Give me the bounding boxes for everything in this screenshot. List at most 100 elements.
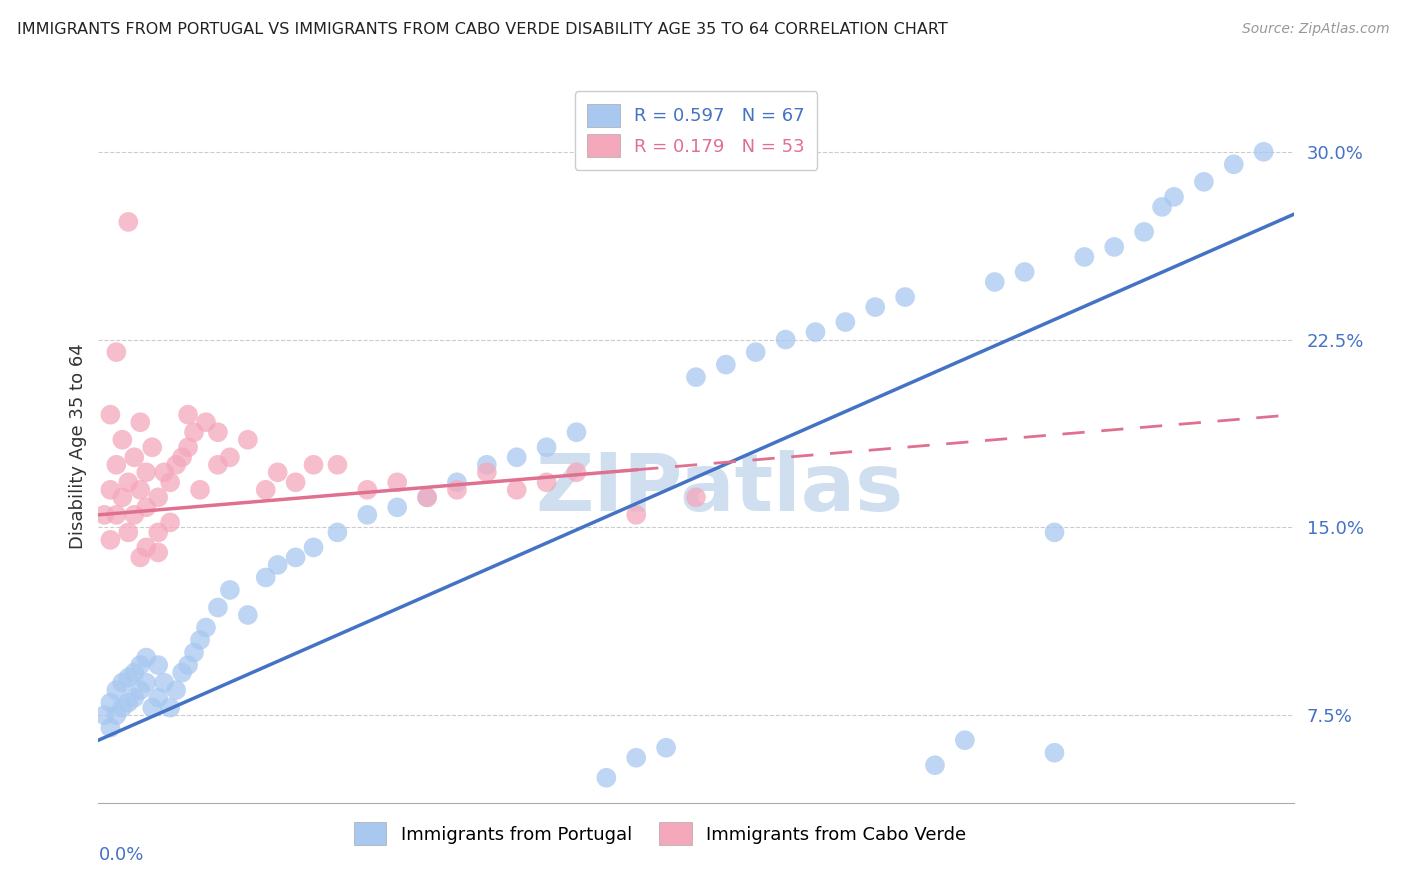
Point — [129, 415, 152, 429]
Point — [129, 483, 152, 497]
Point — [565, 465, 588, 479]
Point — [475, 465, 498, 479]
Point — [165, 683, 187, 698]
Point — [129, 683, 152, 698]
Point — [177, 440, 200, 454]
Point — [219, 450, 242, 465]
Point — [159, 475, 181, 490]
Point — [894, 290, 917, 304]
Point — [326, 525, 349, 540]
Point — [506, 450, 529, 465]
Point — [117, 475, 139, 490]
Point — [195, 415, 218, 429]
Point — [536, 475, 558, 490]
Point — [655, 740, 678, 755]
Point — [804, 325, 827, 339]
Point — [135, 541, 157, 555]
Point — [416, 491, 439, 505]
Point — [714, 358, 737, 372]
Point — [865, 300, 887, 314]
Point — [446, 483, 468, 497]
Point — [117, 525, 139, 540]
Point — [416, 491, 439, 505]
Point — [356, 508, 378, 522]
Point — [1104, 240, 1126, 254]
Point — [105, 345, 128, 359]
Point — [159, 516, 181, 530]
Y-axis label: Disability Age 35 to 64: Disability Age 35 to 64 — [69, 343, 87, 549]
Point — [93, 708, 115, 723]
Point — [565, 425, 588, 440]
Point — [745, 345, 768, 359]
Point — [1152, 200, 1174, 214]
Point — [685, 491, 707, 505]
Text: IMMIGRANTS FROM PORTUGAL VS IMMIGRANTS FROM CABO VERDE DISABILITY AGE 35 TO 64 C: IMMIGRANTS FROM PORTUGAL VS IMMIGRANTS F… — [17, 22, 948, 37]
Point — [124, 508, 146, 522]
Point — [172, 450, 194, 465]
Point — [135, 500, 157, 515]
Point — [148, 658, 170, 673]
Point — [188, 633, 211, 648]
Point — [105, 508, 128, 522]
Point — [165, 458, 187, 472]
Point — [207, 600, 229, 615]
Point — [135, 465, 157, 479]
Point — [254, 483, 277, 497]
Point — [284, 475, 307, 490]
Point — [98, 696, 122, 710]
Point — [117, 671, 139, 685]
Point — [953, 733, 976, 747]
Point — [111, 700, 134, 714]
Point — [177, 658, 200, 673]
Point — [1133, 225, 1156, 239]
Point — [153, 675, 176, 690]
Point — [236, 607, 259, 622]
Text: 0.0%: 0.0% — [98, 846, 143, 863]
Point — [111, 491, 134, 505]
Point — [385, 500, 409, 515]
Point — [111, 675, 134, 690]
Point — [183, 646, 205, 660]
Point — [254, 570, 277, 584]
Point — [159, 700, 181, 714]
Point — [129, 550, 152, 565]
Point — [536, 440, 558, 454]
Point — [105, 708, 128, 723]
Point — [685, 370, 707, 384]
Point — [188, 483, 211, 497]
Point — [1192, 175, 1215, 189]
Point — [236, 433, 259, 447]
Point — [93, 508, 115, 522]
Point — [124, 690, 146, 705]
Point — [124, 665, 146, 680]
Point — [595, 771, 617, 785]
Point — [1253, 145, 1275, 159]
Point — [141, 700, 163, 714]
Point — [267, 558, 290, 572]
Point — [148, 690, 170, 705]
Point — [267, 465, 290, 479]
Point — [195, 621, 218, 635]
Point — [326, 458, 349, 472]
Point — [1223, 157, 1246, 171]
Point — [475, 458, 498, 472]
Point — [1043, 746, 1066, 760]
Point — [98, 533, 122, 547]
Point — [183, 425, 205, 440]
Point — [446, 475, 468, 490]
Point — [219, 582, 242, 597]
Point — [98, 721, 122, 735]
Point — [129, 658, 152, 673]
Point — [148, 491, 170, 505]
Point — [302, 458, 325, 472]
Point — [105, 458, 128, 472]
Point — [506, 483, 529, 497]
Point — [124, 450, 146, 465]
Point — [117, 215, 139, 229]
Point — [135, 650, 157, 665]
Point — [111, 433, 134, 447]
Point — [775, 333, 797, 347]
Point — [207, 458, 229, 472]
Point — [135, 675, 157, 690]
Point — [98, 408, 122, 422]
